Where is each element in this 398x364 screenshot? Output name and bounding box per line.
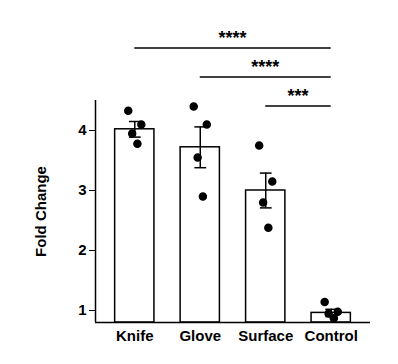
svg-text:****: **** — [251, 57, 279, 77]
svg-text:Knife: Knife — [116, 327, 154, 344]
svg-text:Fold Change: Fold Change — [32, 166, 49, 257]
svg-text:Control: Control — [305, 327, 358, 344]
svg-text:1: 1 — [78, 301, 86, 318]
svg-text:***: *** — [287, 86, 308, 106]
svg-text:2: 2 — [78, 241, 86, 258]
svg-text:Surface: Surface — [238, 327, 293, 344]
svg-text:****: **** — [218, 28, 246, 48]
svg-text:Glove: Glove — [179, 327, 221, 344]
svg-text:4: 4 — [78, 121, 87, 138]
svg-text:3: 3 — [78, 181, 86, 198]
